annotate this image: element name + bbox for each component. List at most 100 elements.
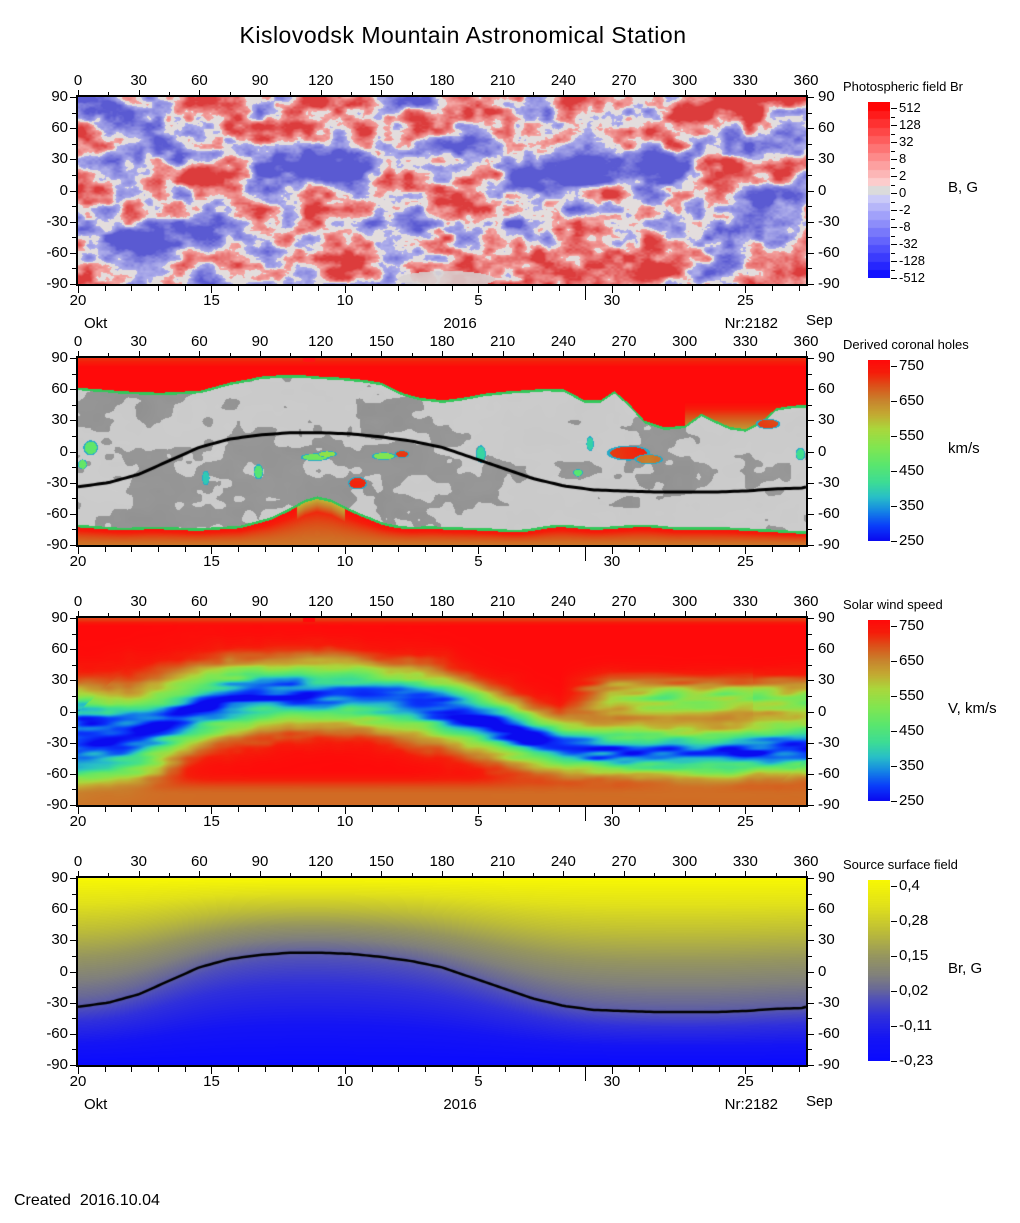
lat-tick-label: 0	[59, 181, 68, 199]
lat-tick-major	[808, 284, 814, 285]
colorbar-tick-label: 550	[899, 427, 925, 444]
date-tick-major	[344, 286, 346, 293]
lat-tick-minor	[808, 664, 812, 666]
lon-tick-major	[745, 611, 747, 618]
lat-tick-label: -90	[46, 275, 68, 292]
lat-tick-label: 90	[51, 88, 68, 105]
date-tick-label: 20	[69, 1073, 87, 1090]
lat-tick-major	[70, 159, 76, 161]
lat-tick-minor	[808, 206, 812, 208]
lat-tick-major	[808, 680, 814, 682]
lon-tick-label: 240	[550, 853, 576, 870]
panel-photospheric-field: 0 30 60 90 120 150 180 210 240 270 300 330 360 90 60 3…	[0, 70, 1020, 332]
lat-tick-label: -60	[818, 504, 840, 522]
lon-tick-major	[684, 611, 686, 618]
lat-tick-major	[70, 1033, 76, 1035]
date-tick-minor	[264, 547, 266, 552]
lon-tick-label: 270	[611, 333, 637, 350]
date-tick-minor	[451, 547, 453, 552]
carrington-rotation-label: Nr:2182	[724, 1096, 778, 1113]
lat-tick-minor	[72, 404, 76, 406]
lat-tick-minor	[72, 373, 76, 375]
lat-tick-label: 0	[59, 442, 68, 460]
date-tick-minor	[451, 1067, 453, 1072]
colorbar-title: Photospheric field Br	[843, 79, 963, 94]
lat-tick-major	[808, 618, 814, 619]
lat-tick-major	[70, 358, 76, 359]
colorbar-tick-label: -0,23	[899, 1052, 934, 1069]
lon-tick-major	[442, 611, 443, 618]
lon-tick-major	[624, 871, 625, 878]
lat-tick-major	[808, 128, 814, 130]
date-tick-major	[78, 547, 79, 554]
lat-tick-minor	[72, 112, 76, 114]
lat-tick-label: -30	[46, 473, 68, 491]
lon-tick-label: 150	[368, 72, 394, 89]
lat-tick-minor	[808, 143, 812, 145]
colorbar-tick-major	[891, 227, 897, 228]
lon-tick-major	[563, 611, 565, 618]
lon-tick-label: 150	[368, 333, 394, 350]
date-tick-minor	[558, 807, 560, 812]
lat-tick-minor	[808, 1049, 812, 1051]
lon-tick-label: 0	[73, 333, 83, 350]
lat-tick-major	[70, 1002, 76, 1004]
lat-tick-major	[808, 221, 814, 223]
date-tick-minor	[425, 807, 427, 812]
lon-tick-major	[320, 871, 322, 878]
colorbar-tick-minor	[891, 133, 895, 135]
colorbar-tick-label: -128	[899, 253, 926, 268]
lon-tick-label: 90	[251, 593, 269, 610]
lat-tick-minor	[72, 1049, 76, 1051]
colorbar-tick-major	[891, 366, 897, 367]
date-tick-minor	[718, 286, 720, 291]
lat-tick-label: -30	[46, 733, 68, 751]
lat-tick-major	[808, 1033, 814, 1035]
colorbar-tick-minor	[891, 201, 895, 203]
date-tick-minor	[772, 807, 774, 812]
month-boundary-tick	[585, 1067, 587, 1081]
lon-tick-major	[684, 871, 686, 878]
lat-tick-label: -90	[818, 796, 840, 813]
colorbar-gradient	[868, 102, 890, 278]
lat-tick-label: 30	[51, 671, 68, 689]
colorbar-tick-label: 0,02	[899, 982, 929, 999]
date-tick-minor	[772, 1067, 774, 1072]
colorbar-tick-label: 650	[899, 652, 925, 669]
colorbar-tick-major	[891, 921, 897, 922]
date-tick-minor	[505, 286, 507, 291]
colorbar-tick-minor	[891, 269, 895, 271]
date-tick-label: 15	[203, 813, 220, 830]
colorbar-title: Derived coronal holes	[843, 337, 969, 352]
lon-tick-label: 360	[793, 72, 819, 89]
lon-tick-major	[78, 351, 79, 358]
lat-tick-label: 60	[51, 380, 68, 398]
lat-tick-label: 30	[51, 931, 68, 949]
lon-tick-major	[624, 90, 625, 97]
lat-tick-major	[808, 190, 814, 192]
date-tick-major	[78, 807, 79, 814]
lon-tick-label: 360	[793, 853, 819, 870]
lon-tick-label: 30	[130, 853, 147, 870]
colorbar-tick-label: -32	[899, 236, 918, 251]
date-tick-major	[478, 547, 480, 554]
colorbar-tick-major	[891, 108, 897, 109]
date-tick-minor	[798, 807, 800, 812]
lat-tick-minor	[808, 789, 812, 791]
colorbar-tick-major	[891, 401, 897, 402]
lat-tick-label: 30	[818, 671, 835, 689]
lon-tick-label: 60	[190, 72, 208, 89]
lat-tick-label: 30	[818, 931, 835, 949]
date-tick-major	[611, 286, 613, 293]
lat-tick-label: 60	[818, 640, 835, 658]
lat-tick-label: 90	[818, 349, 835, 366]
date-tick-label: 5	[474, 292, 483, 309]
date-tick-minor	[718, 1067, 720, 1072]
date-tick-major	[745, 1067, 747, 1074]
colorbar-tick-label: 32	[899, 134, 914, 149]
lon-tick-major	[260, 351, 261, 358]
colorbar-tick-major	[891, 991, 897, 992]
colorbar-tick-major	[891, 626, 897, 627]
lat-tick-minor	[72, 529, 76, 531]
colorbar-tick-major	[891, 801, 897, 802]
